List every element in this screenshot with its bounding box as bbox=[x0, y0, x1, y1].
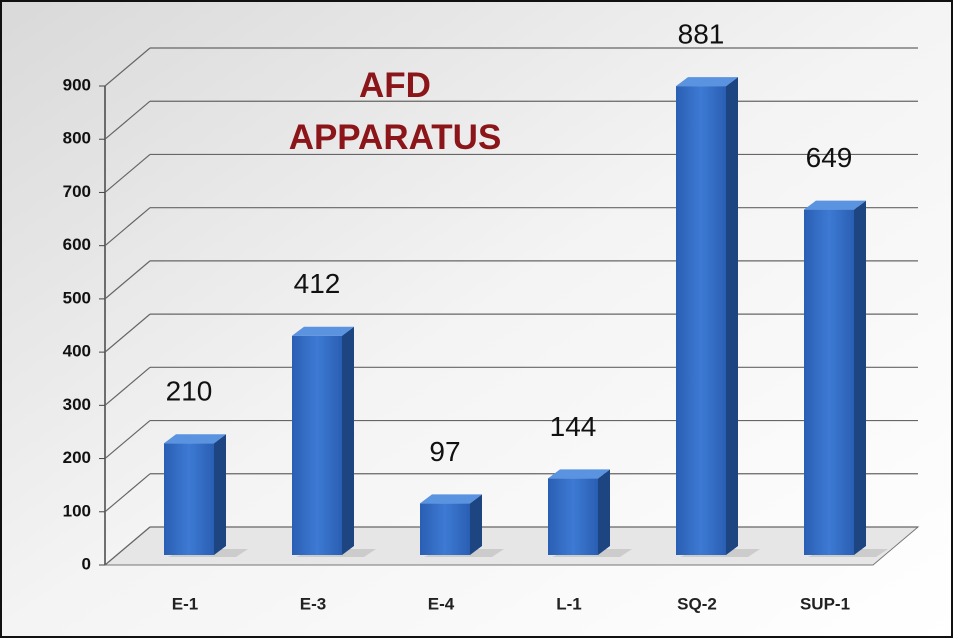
bar-side bbox=[598, 469, 610, 555]
bar-top bbox=[292, 326, 354, 336]
floor bbox=[103, 526, 920, 566]
grid-line bbox=[104, 420, 151, 460]
y-tick-label: 600 bbox=[63, 235, 91, 254]
grid-line bbox=[104, 153, 151, 193]
y-tick-label: 200 bbox=[63, 448, 91, 467]
y-tick-label: 900 bbox=[63, 75, 91, 94]
y-tick-label: 400 bbox=[63, 342, 91, 361]
x-tick-label: SUP-1 bbox=[800, 594, 850, 613]
bar-side bbox=[342, 326, 354, 555]
x-tick-label: L-1 bbox=[556, 594, 582, 613]
bar bbox=[292, 335, 342, 555]
bar-top bbox=[676, 77, 738, 87]
value-label: 144 bbox=[550, 411, 597, 442]
bar-top bbox=[164, 434, 226, 444]
y-tick-label: 800 bbox=[63, 129, 91, 148]
bar bbox=[420, 503, 470, 555]
bar-side bbox=[726, 77, 738, 556]
y-tick-label: 700 bbox=[63, 182, 91, 201]
value-label: 881 bbox=[678, 19, 725, 50]
value-label: 210 bbox=[166, 376, 213, 407]
chart-title: AFD APPARATUS bbox=[288, 66, 502, 157]
bar bbox=[676, 86, 726, 556]
grid-line bbox=[104, 366, 151, 406]
grid-line bbox=[104, 526, 151, 566]
grid-line bbox=[104, 47, 151, 87]
x-tick-label: E-4 bbox=[428, 594, 455, 613]
grid-line bbox=[104, 260, 151, 300]
bar bbox=[164, 443, 214, 555]
bar bbox=[804, 209, 854, 556]
x-tick-label: SQ-2 bbox=[677, 594, 717, 613]
bar-top bbox=[548, 469, 610, 479]
grid-line bbox=[104, 473, 151, 513]
y-tick-label: 500 bbox=[63, 288, 91, 307]
x-tick-label: E-3 bbox=[300, 594, 326, 613]
bar-side bbox=[854, 200, 866, 556]
y-tick-label: 0 bbox=[82, 554, 91, 573]
bar-top bbox=[804, 200, 866, 210]
bar-top bbox=[420, 494, 482, 504]
y-tick-label: 100 bbox=[63, 501, 91, 520]
grid-line bbox=[104, 207, 151, 247]
bar bbox=[548, 478, 598, 555]
grid-line bbox=[104, 100, 151, 140]
value-label: 412 bbox=[294, 268, 341, 299]
value-label: 649 bbox=[806, 142, 853, 173]
bar-side bbox=[470, 494, 482, 555]
x-tick-label: E-1 bbox=[172, 594, 198, 613]
grid-line bbox=[104, 313, 151, 353]
value-label: 97 bbox=[429, 436, 460, 467]
bar-side bbox=[214, 434, 226, 555]
y-tick-label: 300 bbox=[63, 395, 91, 414]
